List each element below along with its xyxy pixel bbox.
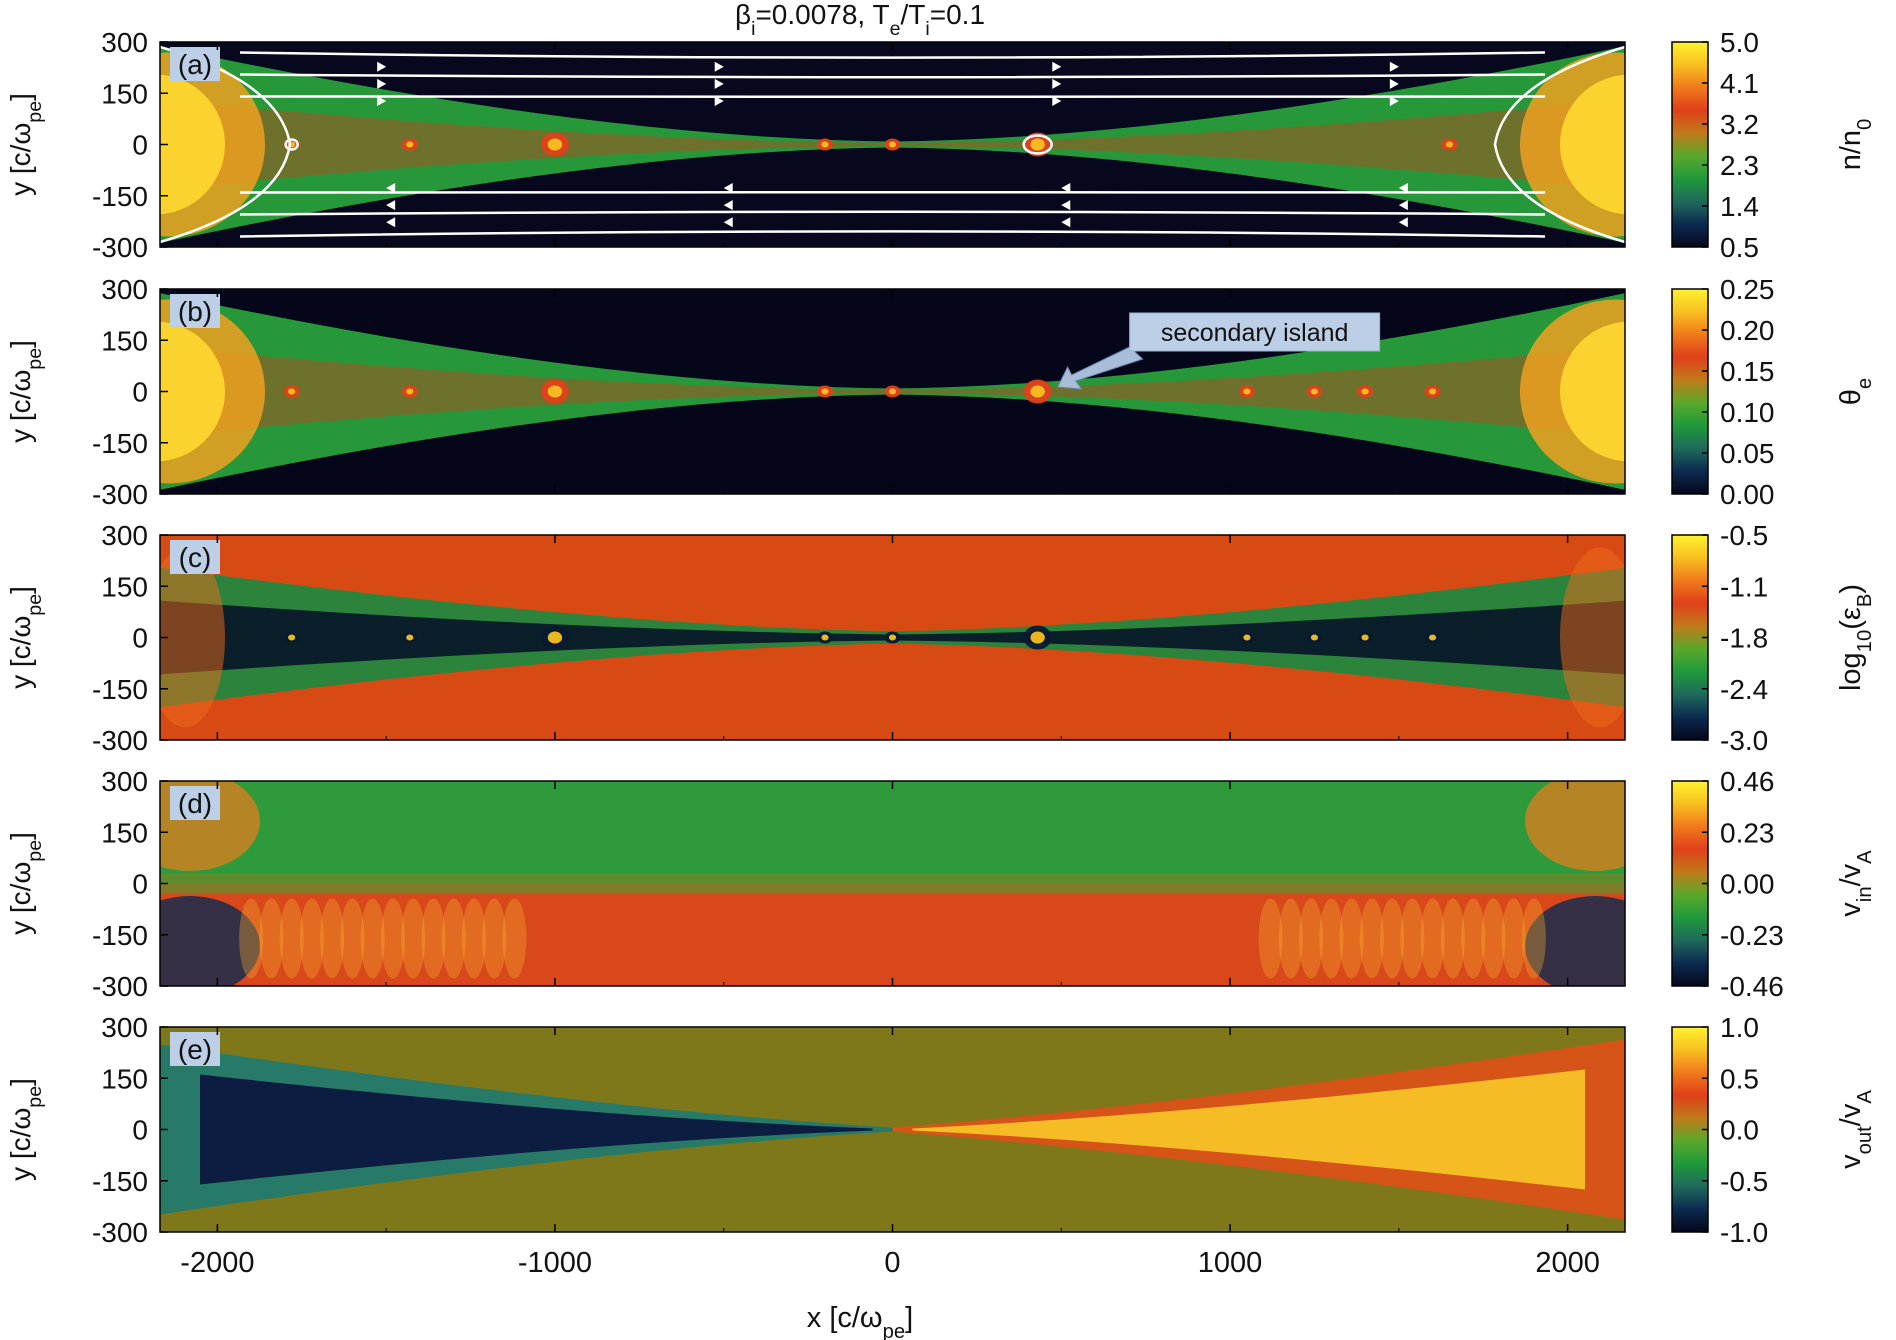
colorbar-tick-label: 0.10 [1720,397,1775,428]
panel-c: (c) 300 150 0 -150 -300 y [c/ωpe] -0.5 -1.1 -1.8 -… [5,520,1876,756]
colorbar-tick-label: -3.0 [1720,725,1768,756]
colorbar-tick-label: -0.46 [1720,971,1784,1002]
colorbar-tick-label: -2.4 [1720,674,1768,705]
panel-label-box [170,294,220,328]
y-tick-label: 0 [132,377,148,408]
panel-label-box [170,1032,220,1066]
y-tick-label: 0 [132,130,148,161]
panel-label: (d) [178,788,212,819]
y-tick-label: 300 [101,274,148,305]
y-tick-label: 0 [132,869,148,900]
colorbar-tick-label: 1.0 [1720,1012,1759,1043]
panel-label: (c) [179,542,212,573]
panel-e: (e) 300 150 0 -150 -300 y [c/ωpe] -2000 -1000 0 10… [5,1012,1876,1279]
colorbar-tick-label: 5.0 [1720,27,1759,58]
panel-label-box [170,540,220,574]
colorbar-tick-label: 0.05 [1720,438,1775,469]
colorbar-label: vout/vA [1835,1090,1876,1169]
outflow-right [912,1069,1585,1190]
heatmap-e [160,1027,1625,1232]
panels: (a) 300 150 0 -150 -300 y [c/ωpe] 5.0 4.1 3.2 2.3 1… [5,27,1876,1279]
y-tick-label: 300 [101,766,148,797]
y-tick-label: -300 [92,725,148,756]
y-tick-label: -300 [92,479,148,510]
figure-title: βi=0.0078, Te/Ti=0.1 [735,0,985,40]
colorbar-tick-label: 3.2 [1720,109,1759,140]
panel-a: (a) 300 150 0 -150 -300 y [c/ωpe] 5.0 4.1 3.2 2.3 1… [5,27,1876,263]
colorbar-tick-label: 0.20 [1720,315,1775,346]
colorbar-tick-label: 0.25 [1720,274,1775,305]
colorbar [1671,288,1709,495]
colorbar-tick-label: 0.23 [1720,817,1775,848]
current-sheet [160,873,1625,894]
colorbar-label: log10(εB) [1835,584,1876,691]
panel-b: (b) 300 150 0 -150 -300 y [c/ωpe] 0.25 0.20 0.15 0… [5,274,1876,510]
colorbar-tick-label: 0.0 [1720,1115,1759,1146]
colorbar-tick-label: 1.4 [1720,191,1759,222]
colorbar-tick-label: -0.5 [1720,1166,1768,1197]
outflow-left [200,1074,873,1185]
heatmap-a [160,42,1625,247]
colorbar [1671,41,1709,248]
y-axis-label: y [c/ωpe] [5,93,46,196]
y-tick-label: -150 [92,428,148,459]
y-tick-label: 150 [101,571,148,602]
panel-label: (b) [178,296,212,327]
y-tick-label: 150 [101,325,148,356]
panel-label-box [170,786,220,820]
x-axis-label: x [c/ωpe] [807,1302,913,1340]
colorbar-label: n/n0 [1835,119,1876,171]
colorbar-tick-label: 0.00 [1720,869,1775,900]
panel-label: (a) [178,49,212,80]
heatmap-b [160,289,1625,494]
x-tick-label: 2000 [1535,1247,1600,1279]
colorbar-tick-label: -1.1 [1720,571,1768,602]
x-tick-label: 0 [884,1247,900,1279]
colorbar-tick-label: 0.5 [1720,1063,1759,1094]
colorbar-label: θe [1835,378,1876,405]
y-tick-label: 150 [101,1063,148,1094]
colorbar-tick-label: 0.00 [1720,479,1775,510]
y-axis-label: y [c/ωpe] [5,586,46,689]
panel-label-box [170,47,220,81]
colorbar-tick-label: -0.5 [1720,520,1768,551]
colorbar-tick-label: 0.5 [1720,232,1759,263]
y-axis-label: y [c/ωpe] [5,340,46,443]
y-tick-label: 300 [101,1012,148,1043]
y-tick-label: -150 [92,1166,148,1197]
colorbar-tick-label: 4.1 [1720,68,1759,99]
heatmap-c [160,535,1625,740]
panel-label: (e) [178,1034,212,1065]
x-tick-label: -2000 [180,1247,254,1279]
annotation-text: secondary island [1161,319,1349,347]
x-tick-label: -1000 [518,1247,592,1279]
y-tick-label: -300 [92,1217,148,1248]
colorbar-tick-label: -1.8 [1720,623,1768,654]
colorbar-tick-label: -1.0 [1720,1217,1768,1248]
y-axis-label: y [c/ωpe] [5,832,46,935]
y-tick-label: -300 [92,971,148,1002]
field-lines [160,45,1625,244]
colorbar-tick-label: 2.3 [1720,150,1759,181]
y-tick-label: 0 [132,623,148,654]
secondary-island-annotation: secondary island [1056,312,1381,390]
y-tick-label: -300 [92,232,148,263]
y-axis-label: y [c/ωpe] [5,1078,46,1181]
colorbar-tick-label: 0.15 [1720,356,1775,387]
x-tick-label: 1000 [1198,1247,1263,1279]
y-tick-label: 300 [101,27,148,58]
colorbar-label: vin/vA [1835,850,1876,917]
y-tick-label: 150 [101,817,148,848]
y-tick-label: -150 [92,920,148,951]
y-tick-label: 300 [101,520,148,551]
heatmap-d [160,781,1625,986]
colorbar-tick-label: 0.46 [1720,766,1775,797]
panel-d: (d) 300 150 0 -150 -300 y [c/ωpe] 0.46 0.23 0.00 -… [5,766,1876,1002]
y-tick-label: -150 [92,674,148,705]
y-tick-label: 150 [101,78,148,109]
y-tick-label: 0 [132,1115,148,1146]
y-tick-label: -150 [92,181,148,212]
colorbar-tick-label: -0.23 [1720,920,1784,951]
